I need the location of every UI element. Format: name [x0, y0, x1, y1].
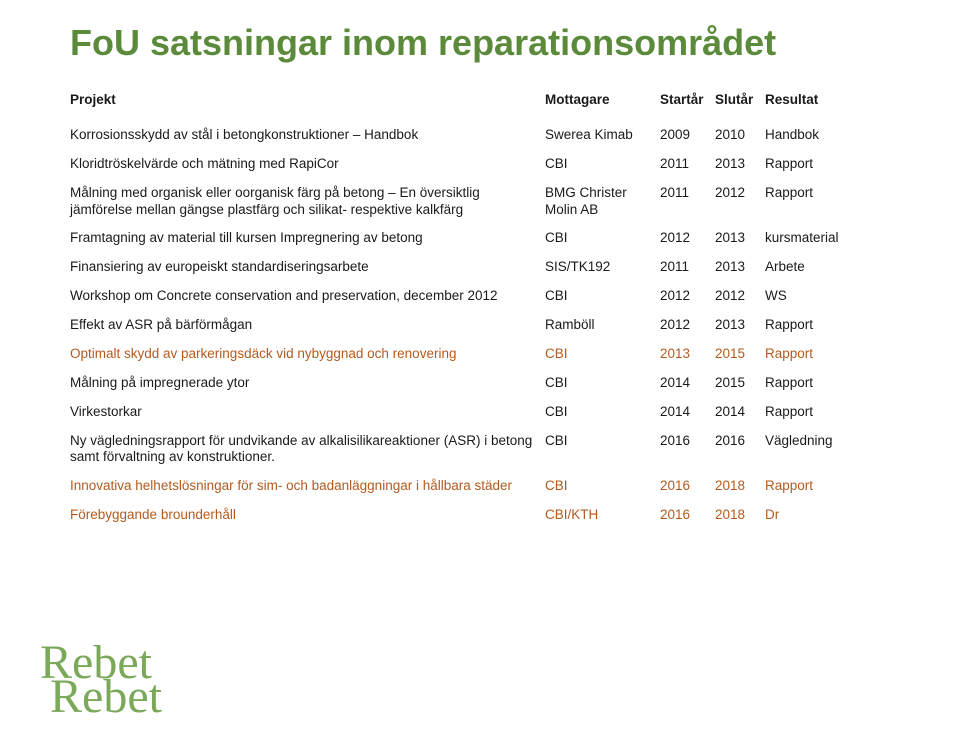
table-cell: Swerea Kimab	[545, 121, 660, 150]
table-header-row: Projekt Mottagare Startår Slutår Resulta…	[70, 92, 920, 121]
table-cell: kursmaterial	[765, 224, 920, 253]
table-row: Målning med organisk eller oorganisk fär…	[70, 179, 920, 225]
table-cell: Rapport	[765, 398, 920, 427]
table-cell: Virkestorkar	[70, 398, 545, 427]
table-row: Kloridtröskelvärde och mätning med RapiC…	[70, 150, 920, 179]
table-row: Förebyggande brounderhållCBI/KTH20162018…	[70, 501, 920, 530]
table-cell: 2018	[715, 472, 765, 501]
table-cell: Rapport	[765, 369, 920, 398]
table-cell: 2012	[715, 282, 765, 311]
table-cell: Rapport	[765, 311, 920, 340]
table-cell: Framtagning av material till kursen Impr…	[70, 224, 545, 253]
table-cell: Innovativa helhetslösningar för sim- och…	[70, 472, 545, 501]
table-cell: CBI	[545, 224, 660, 253]
table-cell: 2016	[715, 427, 765, 473]
table-cell: 2012	[660, 311, 715, 340]
table-cell: 2012	[660, 282, 715, 311]
table-cell: Finansiering av europeiskt standardiseri…	[70, 253, 545, 282]
table-cell: 2012	[715, 179, 765, 225]
table-row: Korrosionsskydd av stål i betongkonstruk…	[70, 121, 920, 150]
table-cell: 2013	[715, 224, 765, 253]
table-cell: 2011	[660, 150, 715, 179]
table-cell: 2009	[660, 121, 715, 150]
table-cell: CBI	[545, 150, 660, 179]
col-start: Startår	[660, 92, 715, 121]
table-cell: Ny vägledningsrapport för undvikande av …	[70, 427, 545, 473]
table-cell: 2018	[715, 501, 765, 530]
table-cell: CBI	[545, 282, 660, 311]
table-row: Effekt av ASR på bärförmåganRamböll20122…	[70, 311, 920, 340]
table-row: Ny vägledningsrapport för undvikande av …	[70, 427, 920, 473]
table-cell: WS	[765, 282, 920, 311]
table-cell: Målning med organisk eller oorganisk fär…	[70, 179, 545, 225]
table-cell: CBI/KTH	[545, 501, 660, 530]
table-cell: 2014	[715, 398, 765, 427]
table-row: Målning på impregnerade ytorCBI20142015R…	[70, 369, 920, 398]
projects-table: Projekt Mottagare Startår Slutår Resulta…	[70, 92, 920, 530]
table-cell: Rapport	[765, 472, 920, 501]
table-cell: Korrosionsskydd av stål i betongkonstruk…	[70, 121, 545, 150]
table-cell: Dr	[765, 501, 920, 530]
table-row: Optimalt skydd av parkeringsdäck vid nyb…	[70, 340, 920, 369]
table-cell: 2016	[660, 501, 715, 530]
table-cell: 2013	[660, 340, 715, 369]
table-cell: CBI	[545, 427, 660, 473]
table-cell: CBI	[545, 472, 660, 501]
table-cell: 2013	[715, 150, 765, 179]
table-row: Framtagning av material till kursen Impr…	[70, 224, 920, 253]
col-resultat: Resultat	[765, 92, 920, 121]
table-cell: Målning på impregnerade ytor	[70, 369, 545, 398]
table-cell: 2015	[715, 369, 765, 398]
table-row: VirkestorkarCBI20142014Rapport	[70, 398, 920, 427]
table-cell: BMG Christer Molin AB	[545, 179, 660, 225]
table-cell: 2016	[660, 427, 715, 473]
table-cell: CBI	[545, 398, 660, 427]
table-cell: Workshop om Concrete conservation and pr…	[70, 282, 545, 311]
col-projekt: Projekt	[70, 92, 545, 121]
table-cell: 2014	[660, 398, 715, 427]
rebet-logo: Rebet Rebet	[40, 644, 152, 719]
page-title: FoU satsningar inom reparationsområdet	[70, 22, 920, 64]
table-cell: SIS/TK192	[545, 253, 660, 282]
table-cell: Handbok	[765, 121, 920, 150]
table-cell: Optimalt skydd av parkeringsdäck vid nyb…	[70, 340, 545, 369]
table-cell: Ramböll	[545, 311, 660, 340]
table-cell: 2015	[715, 340, 765, 369]
table-cell: 2010	[715, 121, 765, 150]
table-row: Workshop om Concrete conservation and pr…	[70, 282, 920, 311]
col-mottagare: Mottagare	[545, 92, 660, 121]
table-cell: Vägledning	[765, 427, 920, 473]
table-cell: Rapport	[765, 150, 920, 179]
table-cell: 2016	[660, 472, 715, 501]
table-row: Finansiering av europeiskt standardiseri…	[70, 253, 920, 282]
table-cell: Kloridtröskelvärde och mätning med RapiC…	[70, 150, 545, 179]
table-cell: 2013	[715, 311, 765, 340]
table-cell: Arbete	[765, 253, 920, 282]
table-cell: 2014	[660, 369, 715, 398]
table-cell: 2011	[660, 179, 715, 225]
table-cell: 2011	[660, 253, 715, 282]
table-cell: Förebyggande brounderhåll	[70, 501, 545, 530]
col-slut: Slutår	[715, 92, 765, 121]
table-cell: 2013	[715, 253, 765, 282]
table-cell: Effekt av ASR på bärförmågan	[70, 311, 545, 340]
table-cell: CBI	[545, 369, 660, 398]
table-cell: Rapport	[765, 179, 920, 225]
table-cell: CBI	[545, 340, 660, 369]
table-row: Innovativa helhetslösningar för sim- och…	[70, 472, 920, 501]
table-cell: Rapport	[765, 340, 920, 369]
logo-line-2: Rebet	[50, 678, 162, 715]
table-cell: 2012	[660, 224, 715, 253]
